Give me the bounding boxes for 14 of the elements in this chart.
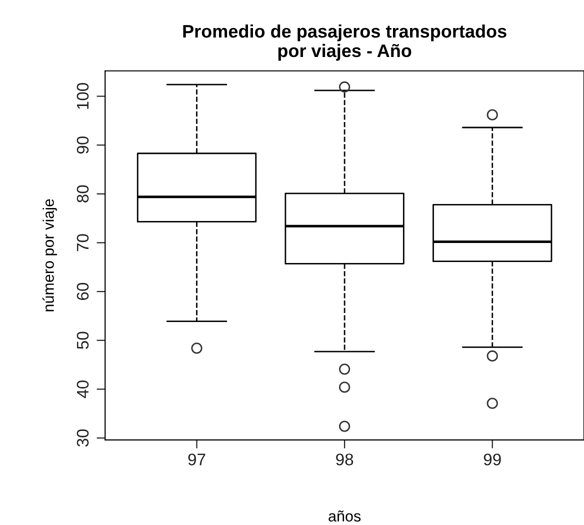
y-tick-label: 40 <box>76 380 89 398</box>
y-tick-label: 50 <box>76 332 89 349</box>
x-axis-title: años <box>328 510 361 522</box>
x-tick-label: 98 <box>336 454 354 466</box>
y-tick-label: 70 <box>76 234 89 252</box>
y-tick-label: 90 <box>76 136 89 154</box>
chart-title: Promedio de pasajeros transportados por viajes - Año <box>183 24 506 61</box>
y-tick-label: 80 <box>76 185 89 202</box>
x-tick-label: 97 <box>188 454 206 466</box>
x-tick-label: 99 <box>484 454 501 466</box>
y-axis-title: número por viaje <box>42 199 57 312</box>
y-tick-label: 60 <box>76 282 89 300</box>
y-tick-label: 100 <box>76 83 89 109</box>
y-tick-label: 30 <box>76 429 89 447</box>
